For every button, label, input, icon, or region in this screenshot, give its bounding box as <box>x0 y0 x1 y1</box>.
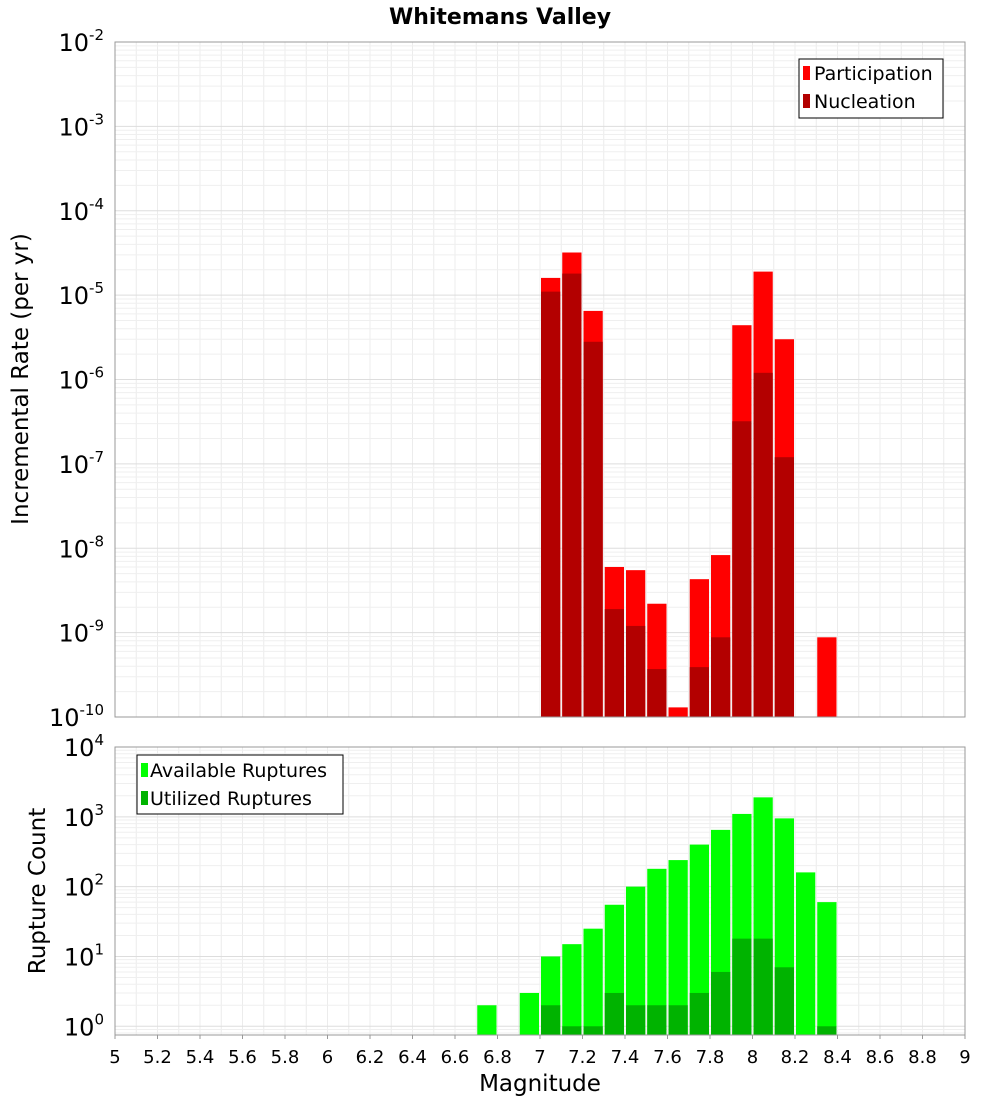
top-y-tick-label: 10-4 <box>58 195 104 226</box>
top-bar-inner <box>541 291 561 717</box>
top-y-tick-label: 10-10 <box>49 701 104 732</box>
x-tick-label: 7.6 <box>653 1047 682 1068</box>
bottom-bar-inner <box>668 1005 688 1035</box>
legend-swatch-participation <box>803 66 810 80</box>
bottom-bar-outer <box>583 928 603 1035</box>
bottom-plot-bars <box>477 797 837 1035</box>
x-tick-label: 6.8 <box>483 1047 512 1068</box>
x-axis-ticks: 5 5.2 5.4 5.6 5.8 6 6.2 6.4 6.6 6.8 7 7.2 7.4 7.6 7.8 8… <box>109 1035 971 1068</box>
bottom-y-tick-label: 104 <box>64 731 104 762</box>
x-tick-label: 8.4 <box>823 1047 852 1068</box>
x-tick-label: 9 <box>959 1047 970 1068</box>
top-y-tick-label: 10-9 <box>58 617 104 648</box>
bottom-bar-outer <box>817 902 837 1035</box>
bottom-bar-inner <box>753 938 773 1035</box>
x-tick-label: 7.2 <box>568 1047 597 1068</box>
bottom-bar-inner <box>647 1005 667 1035</box>
top-bar-inner <box>562 273 582 717</box>
top-plot-frame <box>114 41 966 718</box>
x-tick-label: 8.2 <box>781 1047 810 1068</box>
x-tick-label: 6 <box>322 1047 333 1068</box>
bottom-bar-inner <box>541 1005 561 1035</box>
bottom-legend: Available Ruptures Utilized Ruptures <box>136 754 344 815</box>
x-tick-label: 8.6 <box>866 1047 895 1068</box>
top-bar-outer <box>817 637 837 717</box>
top-y-tick-label: 10-2 <box>58 26 104 57</box>
top-y-tick-label: 10-7 <box>58 448 104 479</box>
bottom-y-tick-label: 102 <box>64 871 104 902</box>
bottom-legend-box <box>136 754 344 815</box>
bottom-bar-inner <box>604 992 624 1035</box>
bottom-bar-inner <box>562 1026 582 1035</box>
x-tick-label: 6.6 <box>441 1047 470 1068</box>
bottom-bar-inner <box>583 1026 603 1035</box>
bottom-bar-inner <box>732 938 752 1035</box>
x-tick-label: 7 <box>534 1047 545 1068</box>
legend-swatch-utilized <box>141 791 148 805</box>
x-axis-label: Magnitude <box>479 1071 601 1097</box>
bottom-bar-inner <box>711 971 731 1035</box>
bottom-bar-outer <box>689 844 709 1035</box>
bottom-y-tick-label: 103 <box>64 801 104 832</box>
x-tick-label: 5.8 <box>271 1047 300 1068</box>
bottom-bar-inner <box>817 1026 837 1035</box>
x-tick-label: 5 <box>109 1047 120 1068</box>
top-y-tick-label: 10-8 <box>58 532 104 563</box>
x-tick-label: 7.8 <box>696 1047 725 1068</box>
legend-label-available: Available Ruptures <box>150 760 327 782</box>
x-tick-label: 8 <box>747 1047 758 1068</box>
top-y-tick-label: 10-3 <box>58 110 104 141</box>
top-y-tick-label: 10-6 <box>58 364 104 395</box>
top-bar-inner <box>689 667 709 717</box>
legend-label-utilized: Utilized Ruptures <box>150 788 312 810</box>
legend-label-nucleation: Nucleation <box>814 91 916 113</box>
bottom-bar-inner <box>689 992 709 1035</box>
bottom-y-tick-label: 101 <box>64 940 104 971</box>
legend-swatch-nucleation <box>803 94 810 108</box>
top-bar-inner <box>647 669 667 717</box>
top-y-axis-label: Incremental Rate (per yr) <box>8 233 34 525</box>
x-tick-label: 5.4 <box>186 1047 215 1068</box>
top-bar-inner <box>753 372 773 717</box>
x-tick-label: 5.6 <box>228 1047 257 1068</box>
top-bar-inner <box>774 457 794 717</box>
bottom-y-tick-label: 100 <box>64 1010 104 1041</box>
x-tick-label: 6.2 <box>356 1047 385 1068</box>
legend-swatch-available <box>141 763 148 777</box>
bottom-bar-outer <box>668 860 688 1035</box>
top-bar-inner <box>732 421 752 717</box>
bottom-bar-outer <box>796 872 816 1035</box>
bottom-bar-outer <box>519 992 539 1035</box>
bottom-bar-inner <box>774 967 794 1035</box>
top-bar-inner <box>583 341 603 717</box>
bottom-y-axis-ticks: 100 101 102 103 104 <box>64 731 104 1041</box>
bottom-bar-inner <box>626 1005 646 1035</box>
bottom-bar-outer <box>647 868 667 1035</box>
top-bar-inner <box>711 637 731 717</box>
top-plot-grid <box>115 42 965 717</box>
top-y-axis-ticks: 10-10 10-9 10-8 10-7 10-6 10-5 10-4 10-3 10-2 <box>49 26 104 732</box>
bottom-y-axis-label: Rupture Count <box>25 808 51 974</box>
x-tick-label: 8.8 <box>908 1047 937 1068</box>
top-y-tick-label: 10-5 <box>58 279 104 310</box>
top-legend-box <box>798 58 944 119</box>
x-tick-label: 6.4 <box>398 1047 427 1068</box>
bottom-bar-outer <box>626 886 646 1035</box>
x-tick-label: 5.2 <box>143 1047 172 1068</box>
top-bar-inner <box>626 625 646 717</box>
chart-title: Whitemans Valley <box>389 5 611 30</box>
top-bar-inner <box>604 609 624 717</box>
bottom-bar-outer <box>562 944 582 1035</box>
top-plot-bars <box>541 252 837 717</box>
top-legend: Participation Nucleation <box>798 58 944 119</box>
x-tick-label: 7.4 <box>611 1047 640 1068</box>
legend-label-participation: Participation <box>814 63 933 85</box>
top-bar-outer <box>668 707 688 717</box>
bottom-bar-outer <box>477 1005 497 1035</box>
